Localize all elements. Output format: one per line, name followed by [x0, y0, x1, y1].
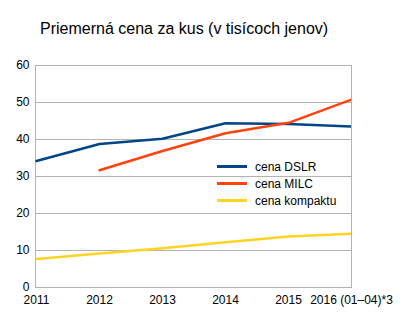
svg-text:30: 30: [16, 169, 30, 183]
svg-text:2016 (01–04)*3: 2016 (01–04)*3: [310, 293, 393, 307]
svg-text:2015: 2015: [275, 293, 302, 307]
svg-text:10: 10: [16, 243, 30, 257]
svg-text:60: 60: [16, 58, 30, 72]
svg-text:2013: 2013: [149, 293, 176, 307]
html-text:Priemerná cena za kus (v tisíc: Priemerná cena za kus (v tisícoch jenov): [40, 20, 329, 37]
html-text:cena MILC: cena MILC: [255, 176, 313, 191]
svg-text:2011: 2011: [24, 293, 50, 307]
svg-text:20: 20: [16, 206, 30, 220]
svg-text:0: 0: [22, 280, 30, 295]
svg-text:2012: 2012: [86, 293, 113, 307]
html-text:cena DSLR: cena DSLR: [255, 159, 317, 174]
svg-text:2014: 2014: [212, 293, 239, 307]
html-text:cena kompaktu: cena kompaktu: [255, 193, 337, 208]
svg-text:50: 50: [16, 95, 30, 109]
svg-text:40: 40: [16, 132, 30, 146]
